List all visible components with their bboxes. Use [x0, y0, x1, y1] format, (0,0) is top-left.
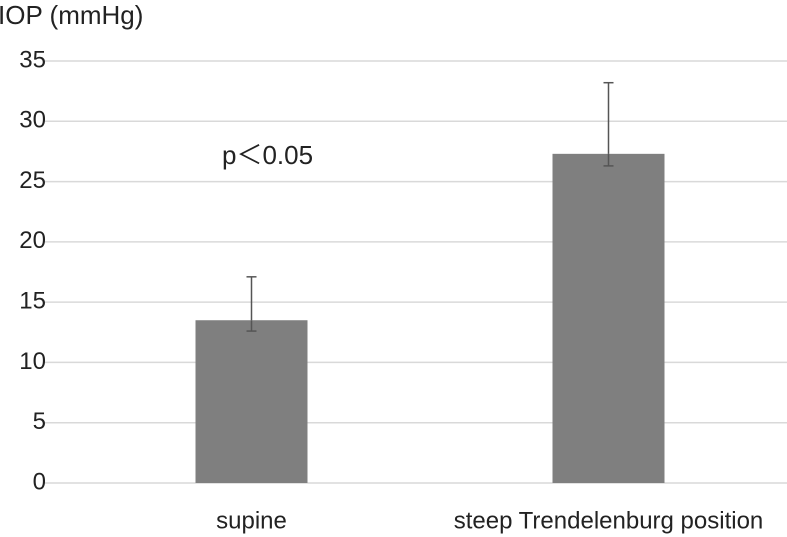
- x-tick-label: supine: [216, 507, 287, 534]
- bar: [552, 153, 665, 483]
- y-tick-label: 15: [19, 287, 46, 314]
- y-tick-label: 0: [33, 468, 46, 495]
- annotation: p＜0.05: [222, 140, 313, 170]
- y-tick-label: 30: [19, 107, 46, 134]
- y-tick-label: 20: [19, 227, 46, 254]
- x-tick-label: steep Trendelenburg position: [454, 507, 764, 534]
- y-tick-label: 5: [33, 408, 46, 435]
- bar: [195, 320, 308, 483]
- y-tick-label: 10: [19, 348, 46, 375]
- y-tick-label: 25: [19, 167, 46, 194]
- chart-title: IOP (mmHg): [0, 0, 143, 30]
- y-tick-label: 35: [19, 46, 46, 73]
